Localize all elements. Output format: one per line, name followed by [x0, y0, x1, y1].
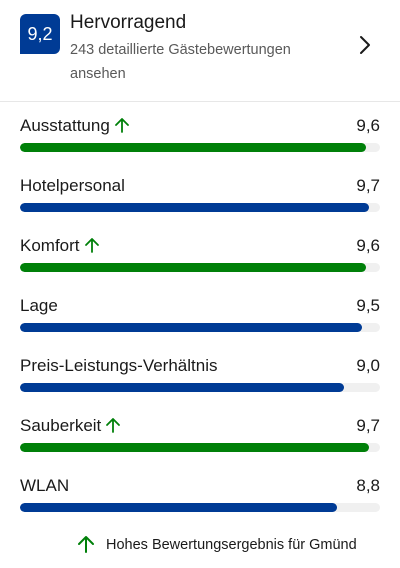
category-label: Sauberkeit	[20, 416, 121, 436]
category-label: Komfort	[20, 236, 100, 256]
score-bar-track	[20, 323, 380, 332]
category-row: Ausstattung 9,6	[20, 116, 380, 156]
score-bar-track	[20, 443, 380, 452]
score-bar-track	[20, 503, 380, 512]
category-row: Hotelpersonal 9,7	[20, 176, 380, 216]
category-label: WLAN	[20, 476, 69, 496]
score-bar-track	[20, 143, 380, 152]
arrow-up-icon	[78, 536, 94, 553]
category-row: Komfort 9,6	[20, 236, 380, 276]
rating-word: Hervorragend	[70, 12, 187, 33]
category-score: 9,0	[356, 356, 380, 375]
category-label: Ausstattung	[20, 116, 130, 136]
reviews-link[interactable]: 243 detaillierte Gästebewertungen ansehe…	[70, 42, 291, 82]
category-label: Hotelpersonal	[20, 176, 125, 196]
score-bar-fill	[20, 383, 344, 392]
score-bar-track	[20, 383, 380, 392]
category-score: 9,6	[356, 116, 380, 135]
score-bar-track	[20, 203, 380, 212]
category-score: 9,6	[356, 236, 380, 255]
score-bar-fill	[20, 443, 370, 452]
score-bar-fill	[20, 323, 362, 332]
category-label: Preis-Leistungs-Verhältnis	[20, 356, 217, 376]
arrow-up-icon	[114, 118, 129, 133]
arrow-up-icon	[106, 418, 121, 433]
category-row: Preis-Leistungs-Verhältnis 9,0	[20, 356, 380, 396]
category-row: Sauberkeit 9,7	[20, 416, 380, 456]
category-score: 9,7	[356, 176, 380, 195]
score-bar-fill	[20, 203, 370, 212]
category-name: Lage	[20, 296, 58, 315]
score-bar-track	[20, 263, 380, 272]
category-row: Lage 9,5	[20, 296, 380, 336]
category-score: 9,7	[356, 416, 380, 435]
legend-text: Hohes Bewertungsergebnis für Gmünd	[106, 537, 357, 553]
category-name: Ausstattung	[20, 116, 110, 135]
category-score: 8,8	[356, 476, 380, 495]
score-bar-fill	[20, 143, 366, 152]
category-score: 9,5	[356, 296, 380, 315]
category-name: WLAN	[20, 476, 70, 495]
category-name: Sauberkeit	[20, 416, 102, 435]
chevron-right-icon[interactable]	[356, 34, 374, 56]
category-label: Lage	[20, 296, 58, 316]
category-name: Komfort	[20, 236, 80, 255]
review-summary-header[interactable]: 9,2 Hervorragend 243 detaillierte Gästeb…	[0, 0, 400, 102]
category-row: WLAN 8,8	[20, 476, 380, 516]
category-name: Hotelpersonal	[20, 176, 125, 195]
score-bar-fill	[20, 263, 366, 272]
category-name: Preis-Leistungs-Verhältnis	[20, 356, 218, 375]
overall-score-badge: 9,2	[20, 14, 60, 54]
score-bar-fill	[20, 503, 337, 512]
arrow-up-icon	[84, 238, 99, 253]
